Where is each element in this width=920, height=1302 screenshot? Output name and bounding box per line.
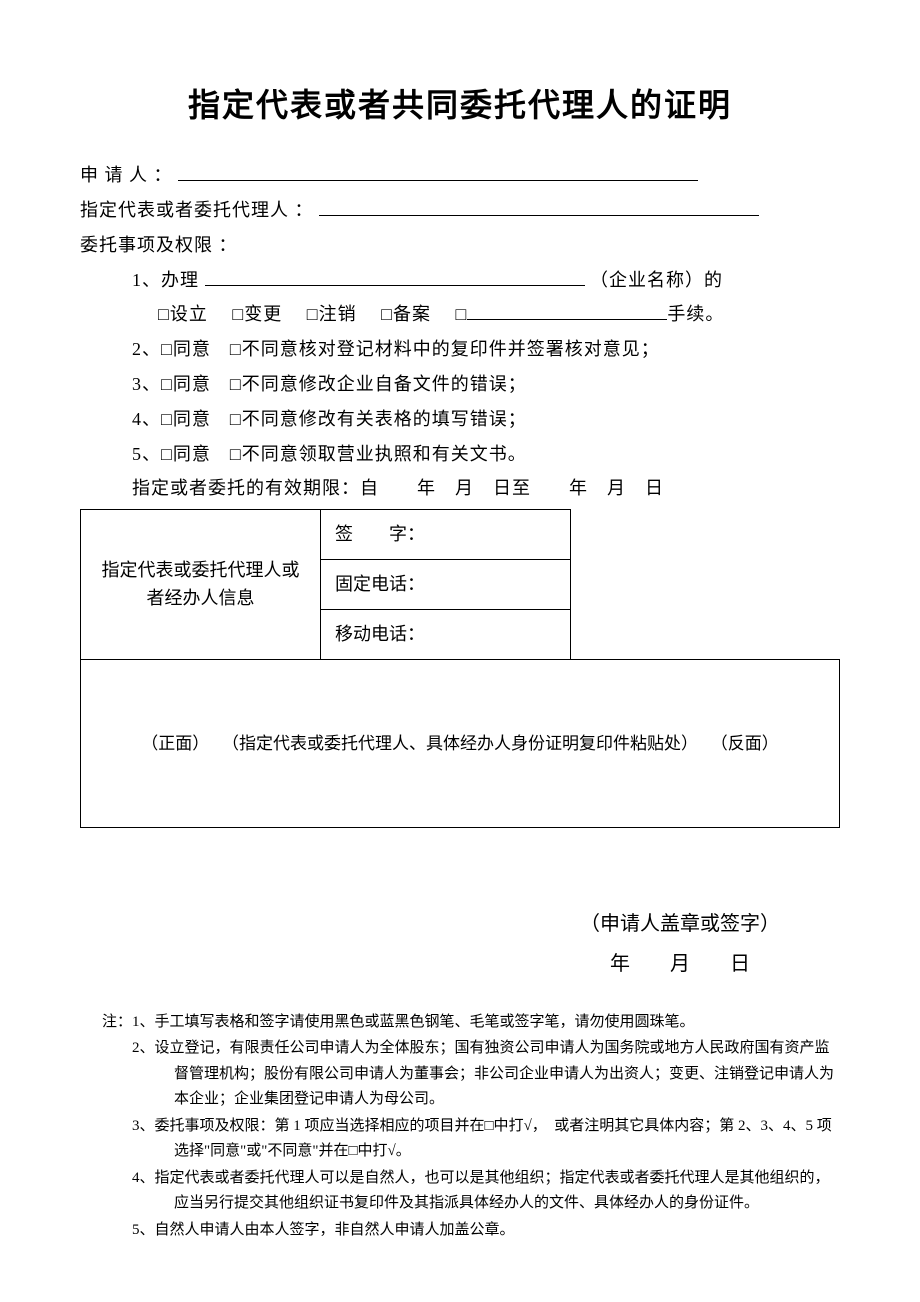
- item4-row[interactable]: 4、□同意 □不同意修改有关表格的填写错误；: [132, 405, 840, 434]
- scope-list: 1、办理 （企业名称）的 □设立 □变更 □注销 □备案 □ 手续。 2、□同意 …: [80, 266, 840, 504]
- table-phone1-cell[interactable]: 固定电话：: [321, 559, 571, 609]
- paste-front: （正面）: [141, 734, 201, 753]
- applicant-fill[interactable]: [178, 163, 698, 181]
- agent-fill[interactable]: [319, 198, 759, 216]
- table-blank-cell: [571, 510, 840, 659]
- note3-row: 3、委托事项及权限：第 1 项应当选择相应的项目并在□中打√， 或者注明其它具体…: [132, 1114, 840, 1165]
- agent-label: 指定代表或者委托代理人 ：: [80, 200, 314, 220]
- paste-area-cell: （正面） （指定代表或委托代理人、具体经办人身份证明复印件粘贴处） （反面）: [81, 659, 840, 827]
- item5-row[interactable]: 5、□同意 □不同意领取营业执照和有关文书。: [132, 440, 840, 469]
- item2-row[interactable]: 2、□同意 □不同意核对登记材料中的复印件并签署核对意见；: [132, 335, 840, 364]
- date-line[interactable]: 年 月 日: [80, 948, 780, 980]
- table-phone2-cell[interactable]: 移动电话：: [321, 609, 571, 659]
- applicant-label: 申 请 人 ：: [80, 165, 173, 185]
- item1-prefix: 1、办理: [132, 270, 199, 290]
- note-label: 注：: [102, 1014, 132, 1030]
- validity-row[interactable]: 指定或者委托的有效期限：自 年 月 日至 年 月 日: [132, 474, 840, 503]
- item1-suffix: （企业名称）的: [590, 270, 723, 290]
- stamp-line: （申请人盖章或签字）: [80, 908, 780, 940]
- cb-change[interactable]: □变更: [232, 304, 282, 324]
- applicant-row: 申 请 人 ：: [80, 161, 840, 190]
- note1-row: 注：1、手工填写表格和签字请使用黑色或蓝黑色钢笔、毛笔或签字笔，请勿使用圆珠笔。: [132, 1010, 840, 1036]
- item1-checkbox-row: □设立 □变更 □注销 □备案 □ 手续。: [132, 300, 840, 329]
- stamp-block: （申请人盖章或签字） 年 月 日: [80, 908, 840, 980]
- paste-middle: （指定代表或委托代理人、具体经办人身份证明复印件粘贴处）: [222, 734, 690, 753]
- cb-record[interactable]: □备案: [381, 304, 431, 324]
- item1-company-fill[interactable]: [205, 268, 585, 286]
- cb-other-fill[interactable]: [467, 302, 667, 320]
- cb-cancel[interactable]: □注销: [307, 304, 357, 324]
- info-table: 指定代表或委托代理人或者经办人信息 签 字： 固定电话： 移动电话： （正面） …: [80, 509, 840, 828]
- notes-block: 注：1、手工填写表格和签字请使用黑色或蓝黑色钢笔、毛笔或签字笔，请勿使用圆珠笔。…: [80, 1010, 840, 1244]
- note2-row: 2、设立登记，有限责任公司申请人为全体股东；国有独资公司申请人为国务院或地方人民…: [132, 1036, 840, 1113]
- cb-setup[interactable]: □设立: [158, 304, 208, 324]
- note5-row: 5、自然人申请人由本人签字，非自然人申请人加盖公章。: [132, 1218, 840, 1244]
- item1-tail: 手续。: [667, 304, 724, 324]
- table-left-cell: 指定代表或委托代理人或者经办人信息: [81, 510, 321, 659]
- table-sign-cell[interactable]: 签 字：: [321, 510, 571, 560]
- item1-row: 1、办理 （企业名称）的: [132, 266, 840, 295]
- page-title: 指定代表或者共同委托代理人的证明: [80, 80, 840, 131]
- paste-area-text: （正面） （指定代表或委托代理人、具体经办人身份证明复印件粘贴处） （反面）: [95, 670, 825, 817]
- note1-text: 1、手工填写表格和签字请使用黑色或蓝黑色钢笔、毛笔或签字笔，请勿使用圆珠笔。: [132, 1014, 695, 1030]
- note4-row: 4、指定代表或者委托代理人可以是自然人，也可以是其他组织；指定代表或者委托代理人…: [132, 1166, 840, 1217]
- item3-row[interactable]: 3、□同意 □不同意修改企业自备文件的错误；: [132, 370, 840, 399]
- agent-row: 指定代表或者委托代理人 ：: [80, 196, 840, 225]
- scope-label-row: 委托事项及权限 ：: [80, 231, 840, 260]
- paste-back: （反面）: [711, 734, 779, 753]
- cb-other[interactable]: □: [456, 304, 468, 324]
